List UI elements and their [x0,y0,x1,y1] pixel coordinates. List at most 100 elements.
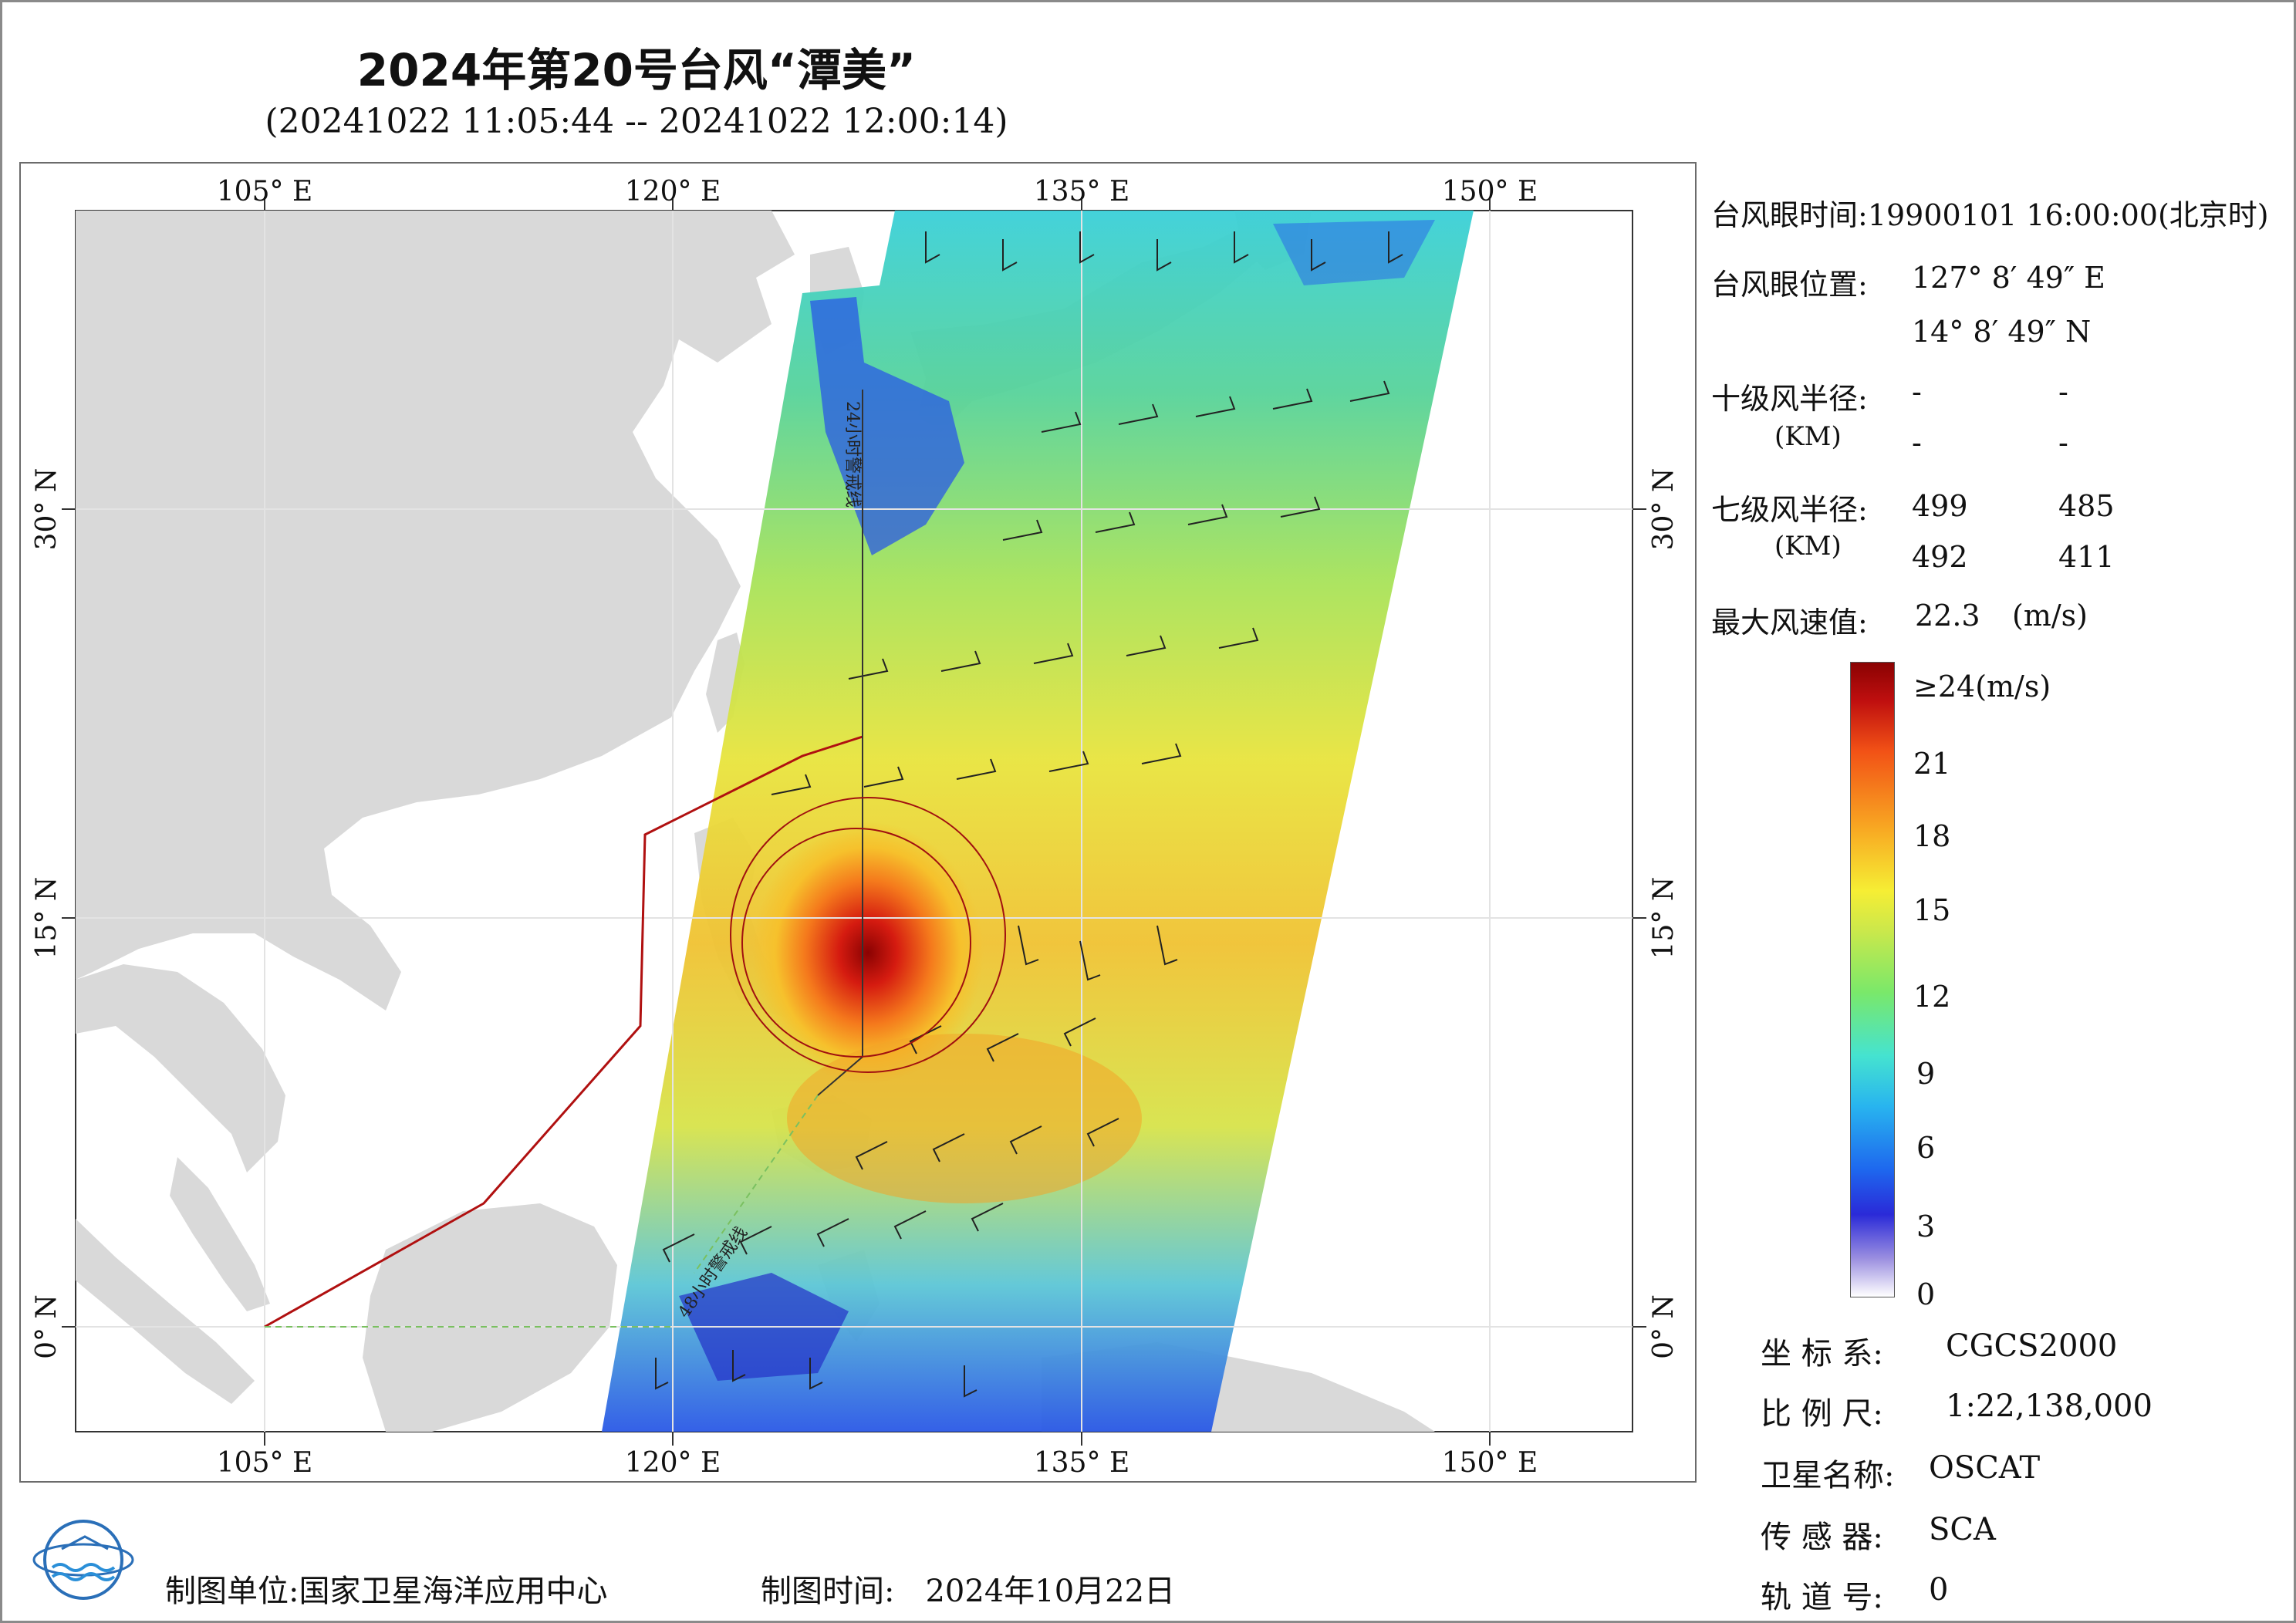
r10-value-1: - [1912,375,1922,409]
wind-barb [932,1133,965,1162]
eye-latitude: 14° 8′ 49″ N [1912,315,2092,349]
lon-label-top-135: 135° E [1034,176,1129,208]
wind-barb [855,1141,888,1170]
wind-barb [1079,940,1101,981]
wind-barb [1079,231,1095,264]
maker-value: 国家卫星海洋应用中心 [299,1574,608,1609]
coord-system-value: CGCS2000 [1946,1328,2118,1364]
r7-value-4: 411 [2058,540,2115,574]
wind-barb [893,1210,927,1240]
satellite-value: OSCAT [1929,1450,2041,1486]
wind-barb [1234,231,1249,264]
wind-barb [1048,751,1089,772]
wind-barb [1311,239,1326,272]
coord-system-label: 坐 标 系: [1761,1336,1883,1372]
eye-longitude: 127° 8′ 49″ E [1912,261,2105,295]
lon-label-top-120: 120° E [625,176,721,208]
wind-barb [1063,1017,1096,1047]
r7-label: 七级风半径: [1711,493,1868,527]
legend-label-6: 6 [1916,1131,1936,1165]
lon-label-bottom-120: 120° E [625,1447,721,1479]
orbit-label: 轨 道 号: [1761,1580,1883,1615]
malay-peninsula [170,1157,270,1311]
wind-barb [925,231,940,264]
r10-unit: (KM) [1774,421,1842,452]
legend-label-24: ≥24(m/s) [1913,670,2051,704]
lon-label-bottom-105: 105° E [217,1447,312,1479]
eye-position-label: 台风眼位置: [1711,268,1868,302]
legend-label-9: 9 [1916,1057,1936,1091]
wind-barb [771,774,812,795]
wind-barb [863,766,904,788]
wind-barb [971,1203,1004,1232]
warning-line-48h [264,735,863,1328]
r7-value-3: 492 [1912,540,1968,574]
wind-barb [1033,643,1074,664]
wind-barb [1349,380,1390,402]
date-label: 制图时间: [761,1574,895,1609]
r10-value-3: - [1912,426,1922,460]
legend-label-15: 15 [1913,893,1951,927]
wind-barb [1009,1125,1042,1155]
wind-barb [1086,1118,1119,1147]
wind-barb [1187,504,1228,525]
nsoas-logo [32,1520,134,1600]
low-wind-patch-north [810,297,964,555]
wind-barb [1041,411,1082,433]
wind-radius-7-inner [741,828,971,1058]
wind-barb [1118,403,1159,425]
r7-value-1: 499 [1912,489,1968,523]
date-value: 2024年10月22日 [925,1574,1176,1609]
wind-barb [986,1033,1019,1062]
wind-barb [956,758,997,780]
r7-unit: (KM) [1774,531,1842,562]
legend-label-0: 0 [1916,1277,1936,1311]
wind-barb [816,1218,849,1247]
china-mainland [76,211,795,1011]
r10-label: 十级风半径: [1711,382,1868,416]
wind-barb [1388,231,1403,264]
typhoon-wind-core [752,822,984,1084]
typhoon-circles [730,797,1006,1073]
wind-barb [1141,743,1182,764]
wind-barb [1156,925,1178,966]
legend-label-3: 3 [1916,1210,1936,1243]
wind-barb [662,1233,695,1263]
wind-barb [1002,239,1018,272]
lon-label-bottom-135: 135° E [1034,1447,1129,1479]
lon-label-top-105: 105° E [217,176,312,208]
wind-barb [940,650,981,672]
legend-label-12: 12 [1913,980,1951,1014]
max-wind-unit: (m/s) [2012,599,2088,633]
lat-label-left-30: 30° N [31,468,62,551]
southern-wind-band [787,1034,1142,1203]
orbit-value: 0 [1929,1572,1949,1608]
wind-speed-colorbar [1850,662,1895,1297]
r10-value-4: - [2058,426,2068,460]
lat-label-left-0: 0° N [31,1294,62,1359]
wind-barb [964,1365,977,1398]
scale-value: 1:22,138,000 [1946,1388,2152,1424]
eye-time-label: 台风眼时间: [1711,198,1868,232]
wind-barb [909,1025,942,1054]
indochina [76,964,285,1173]
wind-radius-7-outer [730,797,1006,1073]
lon-label-top-150: 150° E [1442,176,1538,208]
wind-barb [1002,519,1043,541]
wind-barb [1156,239,1172,272]
wind-barb [1018,925,1039,966]
satellite-label: 卫星名称: [1761,1458,1895,1493]
borneo [363,1203,617,1432]
r10-value-2: - [2058,375,2068,409]
warning-line-24h-south [694,1095,819,1274]
wind-barb [1195,396,1236,417]
sensor-value: SCA [1929,1512,1996,1547]
wind-barb [732,1350,746,1382]
lat-label-right-0: 0° N [1648,1294,1680,1359]
legend-label-21: 21 [1913,747,1951,781]
max-wind-value: 22.3 [1915,599,1980,633]
lon-label-bottom-150: 150° E [1442,1447,1538,1479]
sensor-label: 传 感 器: [1761,1520,1883,1555]
lat-label-left-15: 15° N [31,877,62,960]
wind-barb [848,658,889,680]
